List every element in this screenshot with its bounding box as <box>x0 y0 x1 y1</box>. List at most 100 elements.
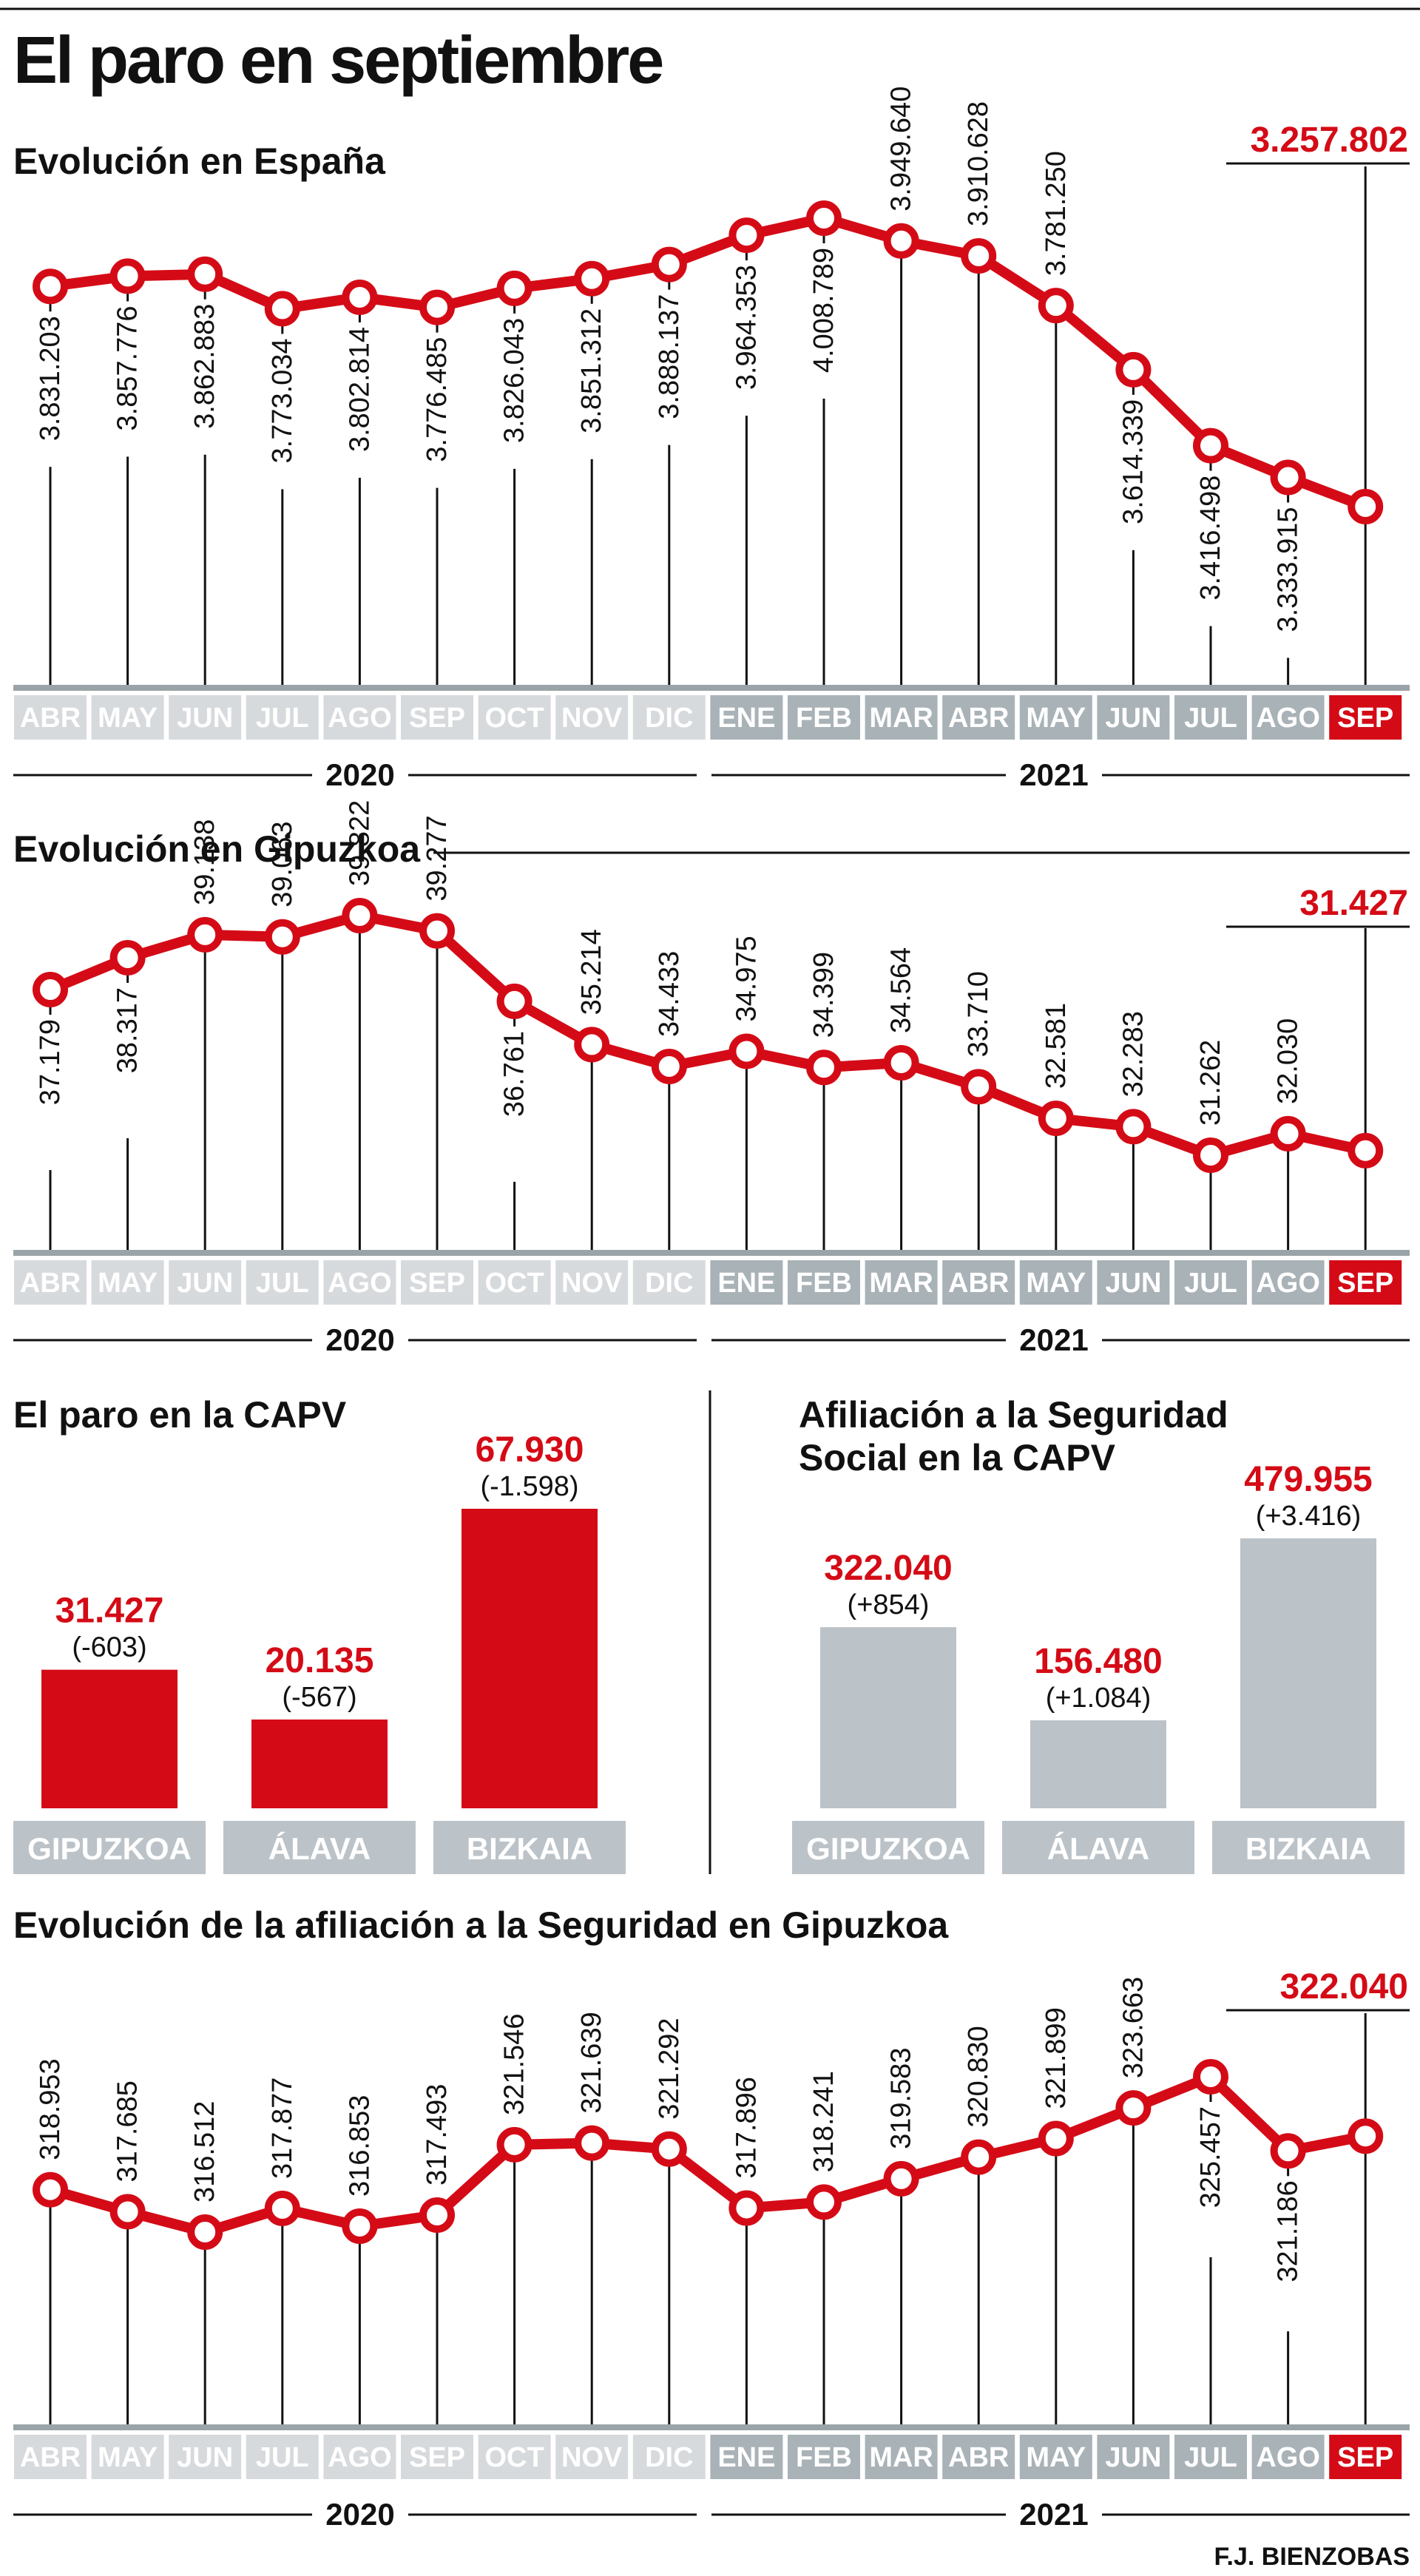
month-cell <box>1329 1260 1402 1305</box>
data-point <box>883 1045 919 1081</box>
value-label: 325.457 <box>1195 2106 1226 2208</box>
bar <box>462 1509 598 1808</box>
value-label: 33.710 <box>963 971 994 1057</box>
data-point <box>264 291 300 327</box>
month-cell <box>788 1260 860 1305</box>
month-label: OCT <box>484 2442 544 2473</box>
data-point <box>264 2190 300 2226</box>
value-label: 317.685 <box>112 2080 143 2182</box>
month-cell <box>169 695 242 740</box>
month-label: SEP <box>409 1268 465 1299</box>
category-label: ÁLAVA <box>1047 1831 1149 1866</box>
data-point <box>342 279 378 315</box>
month-cell <box>788 2435 860 2479</box>
value-label: 321.292 <box>654 2018 685 2119</box>
data-point <box>419 289 455 325</box>
bar-value-label: 322.040 <box>824 1549 953 1588</box>
highlight-value-label: 31.427 <box>1299 884 1408 923</box>
label-backing <box>266 334 299 490</box>
data-point <box>1038 2120 1074 2157</box>
value-label: 3.851.312 <box>576 308 607 433</box>
month-label: FEB <box>796 703 852 734</box>
bar <box>41 1669 178 1808</box>
month-cell <box>246 2435 319 2479</box>
month-label: MAR <box>869 1268 933 1299</box>
month-cell <box>1174 2435 1247 2479</box>
value-label: 4.008.789 <box>808 248 839 373</box>
credit: F.J. BIENZOBAS <box>1214 2543 1410 2571</box>
data-point <box>1348 2118 1384 2154</box>
month-label: FEB <box>796 1268 852 1299</box>
month-cell <box>710 695 783 740</box>
data-point <box>651 2131 687 2167</box>
month-cell <box>1019 1260 1092 1305</box>
category-cell <box>1002 1821 1194 1874</box>
month-cell <box>1019 2435 1092 2479</box>
bar-change-label: (+1.084) <box>1046 1683 1152 1714</box>
month-cell <box>1097 2435 1170 2479</box>
category-cell <box>792 1821 984 1874</box>
month-cell <box>1329 2435 1402 2479</box>
value-label: 35.214 <box>576 929 607 1015</box>
month-label: MAY <box>98 1268 158 1299</box>
month-cell <box>942 2435 1015 2479</box>
month-cell <box>865 1260 938 1305</box>
month-cell <box>169 1260 242 1305</box>
month-label: JUN <box>177 2442 233 2473</box>
data-point <box>883 223 919 259</box>
data-point <box>728 2190 765 2226</box>
data-point <box>806 2184 842 2220</box>
month-cell <box>1329 695 1402 740</box>
category-label: BIZKAIA <box>1245 1831 1371 1866</box>
data-point <box>1038 1101 1074 1137</box>
data-point <box>1115 1109 1152 1145</box>
data-point <box>419 2197 455 2233</box>
value-label: 3.910.628 <box>963 101 994 226</box>
data-point <box>651 246 687 283</box>
month-label: MAY <box>1026 2442 1086 2473</box>
label-backing <box>111 301 144 457</box>
month-cell <box>555 1260 629 1305</box>
month-label: SEP <box>1337 1268 1393 1299</box>
bar-charts-capv: El paro en la CAPV 31.427(-603) GIPUZKOA 20… <box>13 1390 1404 1874</box>
value-label: 39.138 <box>189 819 220 905</box>
value-label: 3.776.485 <box>422 337 453 462</box>
month-label: AGO <box>1256 2442 1320 2473</box>
data-point <box>1115 2090 1152 2126</box>
month-label: ABR <box>20 2442 81 2473</box>
value-label: 3.773.034 <box>267 338 298 463</box>
label-backing <box>1271 2176 1305 2332</box>
month-cell <box>401 1260 473 1305</box>
label-backing <box>421 332 453 488</box>
month-label: NOV <box>561 1268 623 1299</box>
data-point <box>1115 351 1152 388</box>
data-point <box>264 919 300 955</box>
page-title: El paro en septiembre <box>13 24 662 98</box>
value-label: 34.399 <box>808 952 839 1038</box>
month-label: JUN <box>1105 703 1161 734</box>
month-label: AGO <box>1256 1268 1320 1299</box>
month-label: AGO <box>328 2442 392 2473</box>
year-backing <box>1006 753 1102 797</box>
data-point <box>1193 2059 1228 2095</box>
value-label: 316.853 <box>344 2095 375 2197</box>
label-backing <box>1194 470 1227 626</box>
data-point <box>496 2126 532 2163</box>
year-label-2020: 2020 <box>325 1322 394 1357</box>
value-label: 316.512 <box>189 2101 220 2203</box>
month-cell <box>1097 1260 1170 1305</box>
value-label: 3.857.776 <box>112 305 143 430</box>
month-label: NOV <box>561 2442 623 2473</box>
chart-title-line: Social en la CAPV <box>799 1437 1116 1478</box>
data-point <box>806 1049 842 1086</box>
category-cell <box>433 1821 626 1874</box>
month-cell <box>401 2435 473 2479</box>
data-point <box>109 939 146 976</box>
chart-title: Evolución en España <box>13 141 386 182</box>
chart-gipuzkoa: Evolución en Gipuzkoa 37.179 38.317 39.138 3… <box>13 800 1410 1362</box>
month-label: MAY <box>98 703 158 734</box>
bar-change-label: (+854) <box>848 1589 930 1620</box>
month-label: MAR <box>869 703 933 734</box>
month-label: JUL <box>1184 2442 1237 2473</box>
